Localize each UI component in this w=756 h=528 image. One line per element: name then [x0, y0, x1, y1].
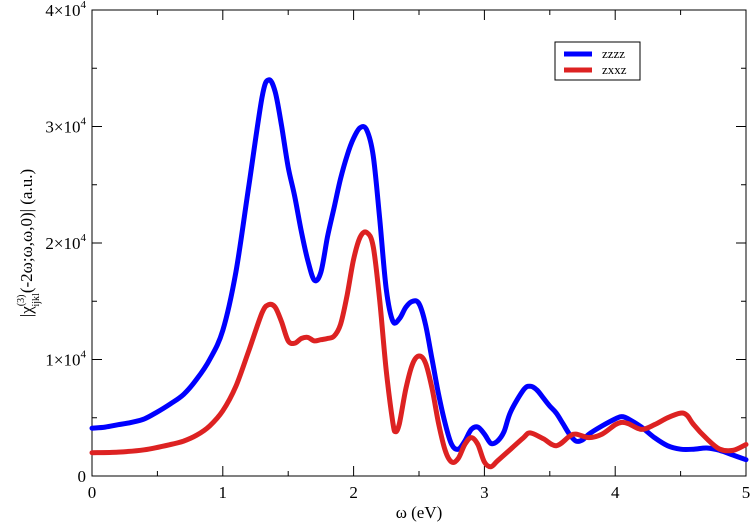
y-axis-title: |χ(3) ijkl(-2ω;ω,ω,0)| (a.u.): [16, 169, 42, 317]
series-line-zzzz: [89, 77, 749, 463]
plot-frame: [91, 9, 747, 477]
x-axis-title: ω (eV): [396, 503, 443, 522]
x-tick-label: 2: [349, 483, 358, 502]
y-axis-title-sup: (3): [16, 295, 27, 307]
x-tick-label: 1: [219, 483, 228, 502]
x-tick-label: 5: [742, 483, 751, 502]
y-axis-title-rest: (-2ω;ω,ω,0)| (a.u.): [17, 169, 36, 293]
y-tick-label: 0: [78, 467, 87, 486]
x-tick-label: 3: [480, 483, 489, 502]
y-axis-title-sub: ijkl: [31, 293, 42, 307]
y-tick-labels: 0 1×104 2×104 3×104 4×104: [45, 0, 86, 486]
legend: zzzz zxxz: [554, 41, 641, 81]
y-tick-label: 3×104: [45, 116, 86, 137]
x-tick-label: 4: [611, 483, 620, 502]
series-line-zxxz: [89, 229, 749, 470]
svg-text:|χ(3)ijkl(-2ω;ω,ω,0)| (a.u.): |χ(3) ijkl(-2ω;ω,ω,0)| (a.u.): [16, 169, 42, 317]
legend-label-zzzz: zzzz: [602, 46, 625, 61]
series-lines: [89, 77, 749, 470]
y-axis-title-bar: |χ: [17, 306, 36, 317]
legend-label-zxxz: zxxz: [602, 62, 627, 77]
legend-box: [554, 41, 641, 81]
axis-ticks: [91, 9, 747, 477]
y-tick-label: 2×104: [45, 232, 86, 253]
y-tick-label: 4×104: [45, 0, 86, 20]
x-tick-labels: 0 1 2 3 4 5: [88, 483, 751, 502]
y-tick-label: 1×104: [45, 349, 86, 370]
x-tick-label: 0: [88, 483, 97, 502]
